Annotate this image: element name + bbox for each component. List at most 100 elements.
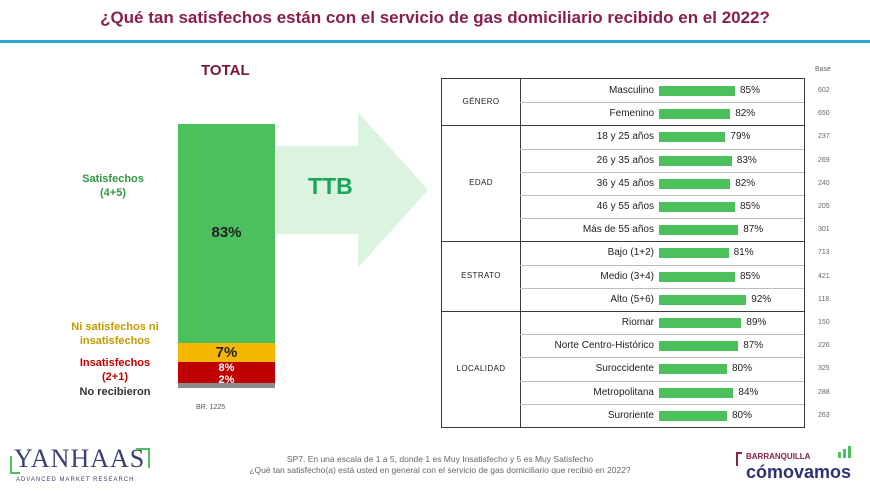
- row-divider: [520, 102, 804, 104]
- row-divider: [520, 148, 804, 150]
- segment-base: 118: [818, 295, 830, 303]
- yanhaas-logo-text: YANHAAS: [14, 444, 146, 473]
- segment-bar: [659, 294, 747, 305]
- segment-bar: [659, 341, 739, 352]
- row-label: 18 y 25 años: [596, 131, 654, 143]
- bar-segment-unsatisfied: 8%: [178, 362, 275, 383]
- segment-value-label: 84%: [738, 386, 759, 398]
- segment-value-label: 82%: [735, 177, 756, 189]
- segment-value-label: 92%: [751, 293, 772, 305]
- segment-bar: [659, 109, 731, 120]
- footnote-line2: ¿Qué tan satisfecho(a) está usted en gen…: [249, 465, 631, 475]
- legend-neutral-line2: insatisfechos: [79, 335, 151, 347]
- logo-bracket-right: [136, 448, 150, 468]
- bar-segment-neutral: 7%: [178, 343, 275, 362]
- segment-bar: [659, 86, 735, 96]
- value-label-not-received: 2%: [218, 374, 235, 386]
- row-divider: [520, 403, 804, 405]
- logo-corner-mark: [736, 452, 742, 466]
- bar-segment-not-received: 2%: [178, 374, 275, 388]
- segment-base: 301: [818, 226, 830, 234]
- barranquilla-como-vamos-logo: BARRANQUILLA cómovamos: [734, 446, 864, 486]
- group-divider: [442, 125, 804, 127]
- value-label-unsatisfied: 8%: [218, 362, 235, 374]
- row-label: Bajo (1+2): [607, 247, 654, 259]
- page-title: ¿Qué tan satisfechos están con el servic…: [100, 8, 770, 27]
- segment-base: 288: [818, 388, 830, 396]
- segment-table: Masculino 85% Femenino 82% GÉNERO 18 y 25 año…: [441, 78, 805, 428]
- group-label: LOCALIDAD: [456, 364, 506, 373]
- segment-bar: [659, 318, 742, 328]
- row-divider: [520, 264, 804, 266]
- row-label: Norte Centro-Histórico: [554, 340, 654, 352]
- segment-bar: [659, 202, 735, 212]
- segment-value-label: 81%: [733, 247, 754, 259]
- group-divider: [442, 311, 804, 312]
- question-footnote: SP7. En una escala de 1 a 5, donde 1 es …: [160, 454, 720, 476]
- yanhaas-logo: YANHAAS ADVANCED MARKET RESEARCH: [8, 444, 158, 486]
- group-label: GÉNERO: [462, 97, 500, 107]
- ttb-label: TTB: [308, 173, 353, 199]
- segment-value-label: 87%: [743, 340, 764, 352]
- segment-value-label: 79%: [730, 131, 751, 143]
- segment-value-label: 87%: [743, 224, 764, 236]
- group-divider: [442, 241, 804, 243]
- row-label: Riomar: [621, 317, 654, 328]
- row-label: Femenino: [609, 108, 654, 120]
- row-label: Masculino: [608, 85, 654, 96]
- segment-bar: [659, 132, 726, 143]
- segment-value-label: 89%: [746, 317, 767, 328]
- segment-bar: [659, 410, 727, 421]
- total-stacked-bar: 83% 7% 8% 2%: [178, 124, 275, 388]
- value-label-neutral: 7%: [215, 344, 238, 361]
- legend-neutral-line1: Ni satisfechos ni: [71, 321, 159, 333]
- row-divider: [520, 334, 804, 336]
- segment-bar: [659, 364, 727, 375]
- segment-base: 269: [818, 156, 830, 164]
- legend-not-received: No recibieron: [79, 386, 151, 398]
- row-divider: [520, 357, 804, 359]
- row-label: 46 y 55 años: [596, 201, 654, 212]
- segment-base: 240: [818, 179, 830, 187]
- segment-base: 226: [818, 342, 830, 350]
- segment-base: 150: [818, 319, 830, 326]
- segment-base: 650: [818, 110, 830, 118]
- row-label: Metropolitana: [593, 386, 654, 398]
- segment-bar: [659, 271, 735, 282]
- group-label: ESTRATO: [461, 271, 501, 281]
- row-label: Alto (5+6): [610, 293, 654, 305]
- row-divider: [520, 171, 804, 173]
- segment-value-label: 80%: [732, 409, 753, 421]
- segment-value-label: 85%: [740, 270, 761, 282]
- legend-unsatisfied-line1: Insatisfechos: [79, 357, 151, 369]
- footnote-line1: SP7. En una escala de 1 a 5, donde 1 es …: [286, 454, 594, 464]
- segment-bar: [659, 248, 729, 259]
- row-label: Más de 55 años: [582, 224, 654, 236]
- segment-value-label: 80%: [732, 363, 753, 375]
- segment-bar: [659, 225, 739, 236]
- legend-satisfied: Satisfechos (4+5): [68, 172, 158, 200]
- segment-base: 263: [818, 411, 830, 419]
- segment-base: 237: [818, 133, 830, 141]
- legend-unsatisfied-line2: (2+1): [102, 371, 128, 383]
- title-divider: [0, 40, 870, 43]
- logo-top-text: BARRANQUILLA: [746, 452, 811, 461]
- segment-base: 205: [818, 203, 830, 210]
- row-divider: [520, 195, 804, 196]
- segment-base: 602: [818, 87, 830, 94]
- total-base: BR: 1225: [196, 404, 226, 411]
- row-divider: [520, 218, 804, 220]
- row-divider: [520, 287, 804, 289]
- segment-base: 421: [818, 272, 830, 280]
- segment-base: 713: [818, 249, 830, 257]
- segment-value-label: 82%: [735, 108, 756, 120]
- row-divider: [520, 380, 804, 382]
- ttb-arrow-icon: [276, 112, 428, 268]
- value-label-satisfied: 83%: [211, 224, 242, 241]
- legend-satisfied-line1: Satisfechos: [82, 173, 144, 185]
- group-column-divider: [520, 79, 521, 427]
- row-label: Suroriente: [607, 409, 654, 421]
- total-label: TOTAL: [201, 62, 250, 79]
- segment-bar: [659, 155, 732, 166]
- logo-bracket-left: [10, 456, 20, 474]
